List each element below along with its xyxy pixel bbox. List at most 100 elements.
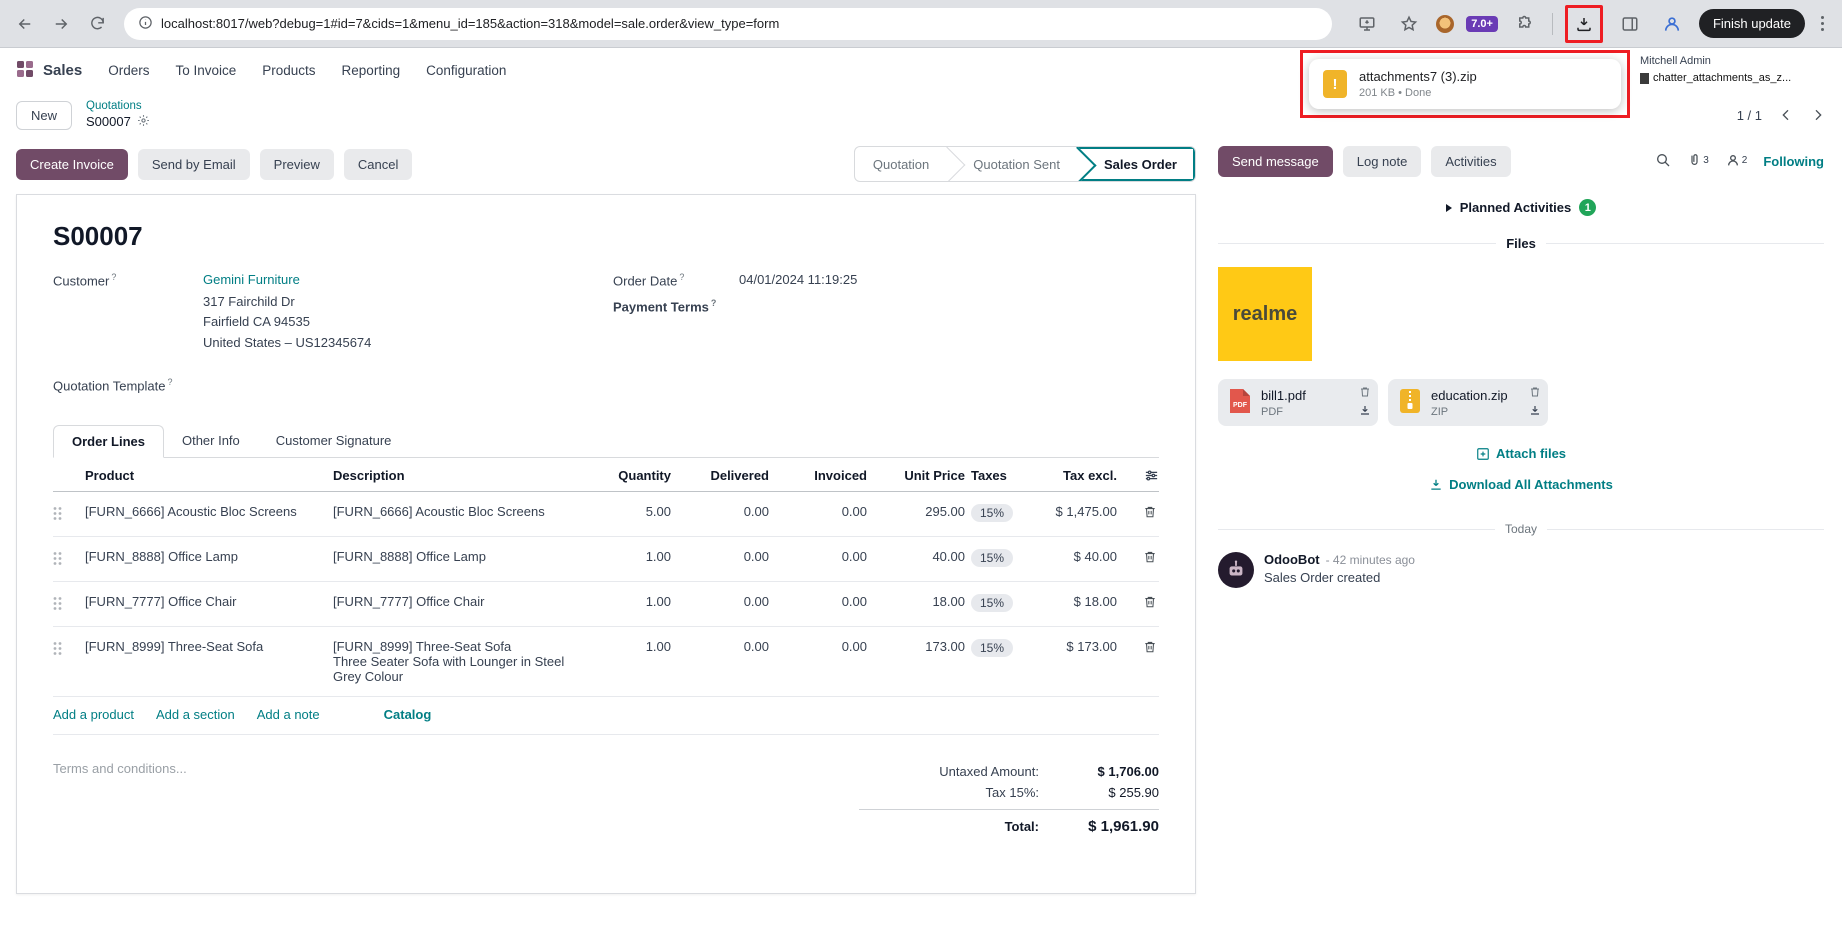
systray-username[interactable]: Mitchell Admin — [1640, 55, 1711, 67]
status-quotation-sent[interactable]: Quotation Sent — [947, 147, 1078, 181]
menu-reporting[interactable]: Reporting — [341, 62, 401, 78]
side-panel-icon[interactable] — [1615, 9, 1645, 39]
tab-customer-signature[interactable]: Customer Signature — [275, 433, 392, 449]
tab-order-lines[interactable]: Order Lines — [53, 425, 164, 459]
order-line-description[interactable]: [FURN_8999] Three-Seat Sofa Three Seater … — [333, 639, 565, 685]
order-line-taxes[interactable]: 15% — [971, 537, 1045, 579]
attachment-card-pdf[interactable]: PDF bill1.pdf PDF — [1218, 379, 1378, 426]
install-app-icon[interactable] — [1352, 9, 1382, 39]
download-attachment-icon[interactable] — [1529, 404, 1541, 420]
order-line-row[interactable]: [FURN_8888] Office Lamp [FURN_8888] Offic… — [53, 537, 1159, 583]
delete-attachment-icon[interactable] — [1359, 385, 1371, 401]
new-button[interactable]: New — [16, 100, 73, 130]
order-line-unit-price[interactable]: 173.00 — [925, 639, 965, 655]
order-line-delivered[interactable]: 0.00 — [743, 549, 769, 565]
status-sales-order[interactable]: Sales Order — [1078, 147, 1195, 181]
activities-button[interactable]: Activities — [1431, 146, 1511, 177]
send-message-button[interactable]: Send message — [1218, 146, 1333, 177]
customer-link[interactable]: Gemini Furniture — [203, 272, 300, 287]
drag-handle-icon[interactable] — [53, 582, 79, 626]
order-line-description[interactable]: [FURN_6666] Acoustic Bloc Screens — [333, 504, 545, 520]
downloads-icon[interactable] — [1572, 12, 1596, 36]
forward-icon[interactable] — [46, 9, 76, 39]
delete-line-icon[interactable] — [1123, 492, 1159, 531]
planned-activities-row[interactable]: Planned Activities 1 — [1218, 199, 1824, 216]
terms-placeholder[interactable]: Terms and conditions... — [53, 761, 187, 777]
search-messages-icon[interactable] — [1655, 152, 1671, 171]
order-line-description[interactable]: [FURN_7777] Office Chair — [333, 594, 485, 610]
order-line-delivered[interactable]: 0.00 — [743, 594, 769, 610]
app-name[interactable]: Sales — [43, 61, 83, 79]
add-section-link[interactable]: Add a section — [155, 707, 235, 723]
col-product[interactable]: Product — [85, 468, 135, 484]
order-line-quantity[interactable]: 1.00 — [645, 594, 671, 610]
bookmark-star-icon[interactable] — [1394, 9, 1424, 39]
preview-button[interactable]: Preview — [259, 148, 334, 180]
action-gear-icon[interactable] — [137, 114, 150, 131]
col-taxes[interactable]: Taxes — [971, 468, 1007, 484]
app-brand[interactable]: Sales — [16, 60, 82, 81]
menu-configuration[interactable]: Configuration — [426, 62, 507, 78]
order-line-product[interactable]: [FURN_8999] Three-Seat Sofa — [85, 639, 264, 655]
catalog-link[interactable]: Catalog — [383, 707, 432, 723]
order-line-invoiced[interactable]: 0.00 — [841, 594, 867, 610]
chatter-message[interactable]: OdooBot - 42 minutes ago Sales Order cre… — [1218, 552, 1824, 588]
order-line-invoiced[interactable]: 0.00 — [841, 504, 867, 520]
attach-files-button[interactable]: Attach files — [1476, 446, 1566, 461]
extensions-puzzle-icon[interactable] — [1510, 9, 1540, 39]
drag-handle-icon[interactable] — [53, 627, 79, 671]
attachment-card-zip[interactable]: education.zip ZIP — [1388, 379, 1548, 426]
order-line-row[interactable]: [FURN_7777] Office Chair [FURN_7777] Offi… — [53, 582, 1159, 628]
send-by-email-button[interactable]: Send by Email — [137, 148, 250, 180]
create-invoice-button[interactable]: Create Invoice — [16, 148, 128, 180]
profile-icon[interactable] — [1657, 9, 1687, 39]
menu-products[interactable]: Products — [262, 62, 316, 78]
extension-version-badge[interactable]: 7.0+ — [1466, 15, 1498, 32]
order-line-unit-price[interactable]: 40.00 — [932, 549, 965, 565]
order-line-invoiced[interactable]: 0.00 — [841, 639, 867, 655]
delete-line-icon[interactable] — [1123, 627, 1159, 666]
order-line-unit-price[interactable]: 295.00 — [925, 504, 965, 520]
col-quantity[interactable]: Quantity — [618, 468, 671, 484]
attachments-counter[interactable]: 3 — [1687, 152, 1709, 171]
order-line-row[interactable]: [FURN_6666] Acoustic Bloc Screens [FURN_6… — [53, 492, 1159, 538]
col-unit-price[interactable]: Unit Price — [904, 468, 965, 484]
optional-columns-icon[interactable] — [1123, 458, 1159, 491]
download-attachment-icon[interactable] — [1359, 404, 1371, 420]
address-bar[interactable]: localhost:8017/web?debug=1#id=7&cids=1&m… — [124, 7, 1333, 40]
breadcrumb-parent[interactable]: Quotations — [86, 100, 142, 113]
col-invoiced[interactable]: Invoiced — [814, 468, 867, 484]
cancel-button[interactable]: Cancel — [343, 148, 413, 180]
site-info-icon[interactable] — [138, 15, 153, 33]
col-description[interactable]: Description — [333, 468, 405, 484]
order-line-taxes[interactable]: 15% — [971, 582, 1045, 624]
col-delivered[interactable]: Delivered — [710, 468, 769, 484]
finish-update-button[interactable]: Finish update — [1698, 9, 1805, 38]
order-line-delivered[interactable]: 0.00 — [743, 639, 769, 655]
download-all-attachments-button[interactable]: Download All Attachments — [1429, 477, 1613, 492]
add-product-link[interactable]: Add a product — [53, 707, 134, 723]
order-line-product[interactable]: [FURN_8888] Office Lamp — [85, 549, 238, 565]
following-button[interactable]: Following — [1763, 154, 1824, 169]
order-line-row[interactable]: [FURN_8999] Three-Seat Sofa [FURN_8999] T… — [53, 627, 1159, 698]
add-note-link[interactable]: Add a note — [256, 707, 320, 723]
order-line-invoiced[interactable]: 0.00 — [841, 549, 867, 565]
menu-to-invoice[interactable]: To Invoice — [175, 62, 237, 78]
order-date-value[interactable]: 04/01/2024 11:19:25 — [739, 272, 858, 287]
pager-next-icon[interactable] — [1810, 107, 1826, 123]
followers-counter[interactable]: 2 — [1725, 152, 1747, 171]
order-line-unit-price[interactable]: 18.00 — [932, 594, 965, 610]
extension-monkey-icon[interactable] — [1436, 14, 1455, 33]
download-filename[interactable]: attachments7 (3).zip — [1359, 69, 1477, 84]
back-icon[interactable] — [10, 9, 40, 39]
order-line-product[interactable]: [FURN_7777] Office Chair — [85, 594, 237, 610]
log-note-button[interactable]: Log note — [1342, 146, 1422, 177]
delete-attachment-icon[interactable] — [1529, 385, 1541, 401]
delete-line-icon[interactable] — [1123, 537, 1159, 576]
order-line-quantity[interactable]: 1.00 — [645, 549, 671, 565]
col-tax-excl[interactable]: Tax excl. — [1063, 468, 1117, 484]
attachment-image-realme[interactable]: realme — [1218, 267, 1312, 361]
drag-handle-icon[interactable] — [53, 492, 79, 536]
delete-line-icon[interactable] — [1123, 582, 1159, 621]
order-line-description[interactable]: [FURN_8888] Office Lamp — [333, 549, 486, 565]
